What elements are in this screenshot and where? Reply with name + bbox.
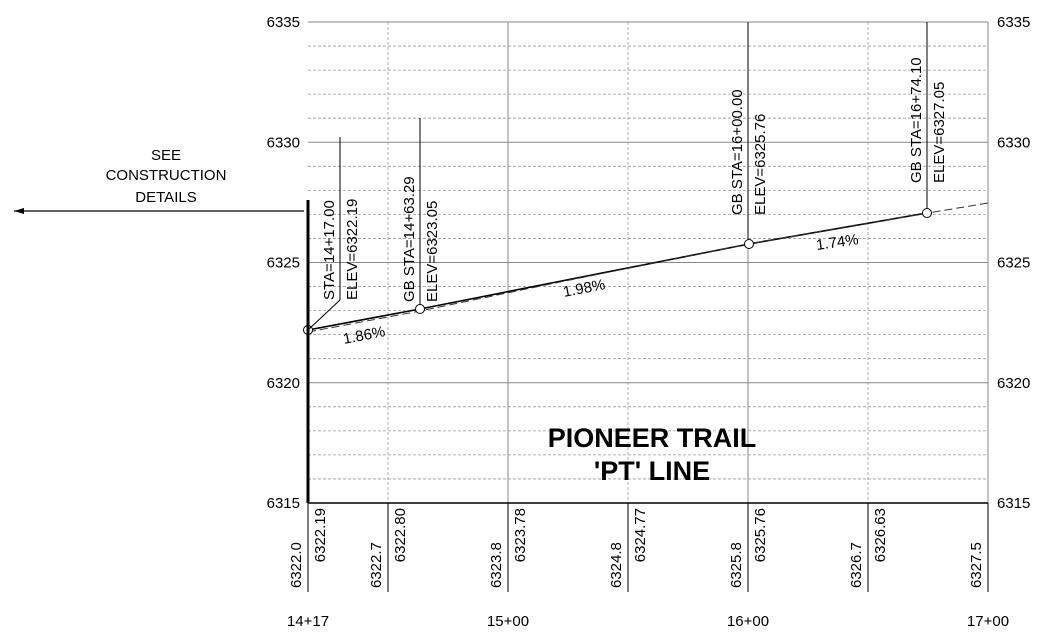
y-label-left: 6325 <box>267 255 300 272</box>
station-label: 15+00 <box>487 613 529 630</box>
y-label-left: 6315 <box>267 495 300 512</box>
callout-text: ELEV=6322.19 <box>344 199 361 300</box>
band-elev: 6324.77 <box>632 508 649 562</box>
callout-text: ELEV=6323.05 <box>424 201 441 302</box>
band-elev: 6323.8 <box>488 542 505 588</box>
callout-text: GB STA=16+00.00 <box>729 89 746 215</box>
band-elev: 6325.76 <box>752 508 769 562</box>
callout-text: ELEV=6325.76 <box>752 114 769 215</box>
band-elev: 6326.7 <box>848 542 865 588</box>
title: PIONEER TRAIL <box>548 423 757 453</box>
station-label: 16+00 <box>727 613 769 630</box>
y-label-left: 6330 <box>267 134 300 151</box>
leader <box>307 299 341 331</box>
station-label: 14+17 <box>287 613 329 630</box>
station-label: 17+00 <box>967 613 1009 630</box>
band-elev: 6326.63 <box>872 508 889 562</box>
callout-text: GB STA=14+63.29 <box>401 176 418 302</box>
callout-text: STA=14+17.00 <box>321 200 338 300</box>
y-label-right: 6320 <box>997 375 1030 392</box>
band-elev: 6324.8 <box>608 542 625 588</box>
band-elev: 6325.8 <box>728 542 745 588</box>
band-elev: 6323.78 <box>512 508 529 562</box>
grade-label: 1.86% <box>342 323 387 348</box>
band-elev: 6322.7 <box>368 542 385 588</box>
existing-grade <box>307 202 989 333</box>
grade-break <box>922 208 932 218</box>
note: DETAILS <box>135 189 196 206</box>
title: 'PT' LINE <box>594 456 710 486</box>
y-label-right: 6330 <box>997 134 1030 151</box>
y-label-right: 6315 <box>997 495 1030 512</box>
band-elev: 6322.80 <box>392 508 409 562</box>
y-label-right: 6325 <box>997 255 1030 272</box>
callout-text: GB STA=16+74.10 <box>908 57 925 183</box>
grade-break <box>415 304 425 314</box>
y-label-left: 6335 <box>267 14 300 31</box>
note: CONSTRUCTION <box>106 167 227 184</box>
band-elev: 6327.5 <box>968 542 985 588</box>
grade-label: 1.74% <box>815 231 859 254</box>
y-label-right: 6335 <box>997 14 1030 31</box>
callout-text: ELEV=6327.05 <box>931 82 948 183</box>
band-elev: 6322.0 <box>288 542 305 588</box>
y-label-left: 6320 <box>267 375 300 392</box>
grade-break <box>744 239 754 249</box>
band-elev: 6322.19 <box>312 508 329 562</box>
note: SEE <box>151 147 181 164</box>
